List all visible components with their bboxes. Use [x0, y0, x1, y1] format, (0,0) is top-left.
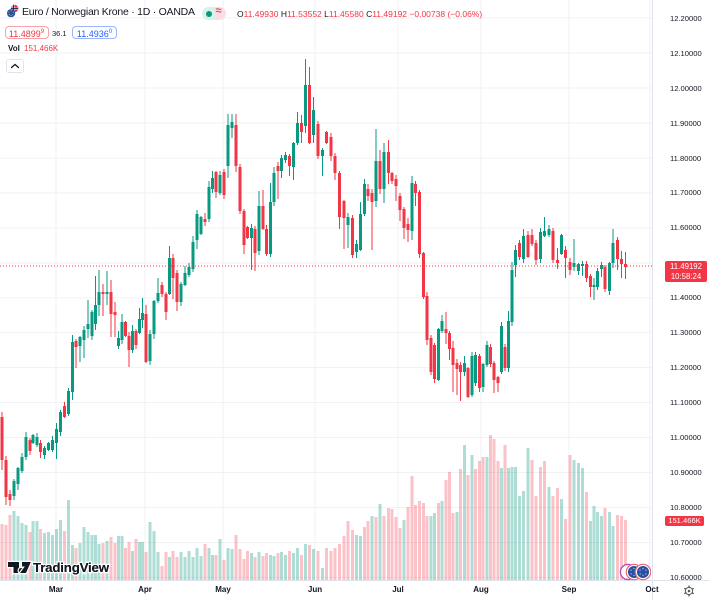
svg-text:TradingView: TradingView — [33, 560, 110, 575]
svg-text:TradingView: TradingView — [33, 560, 110, 575]
